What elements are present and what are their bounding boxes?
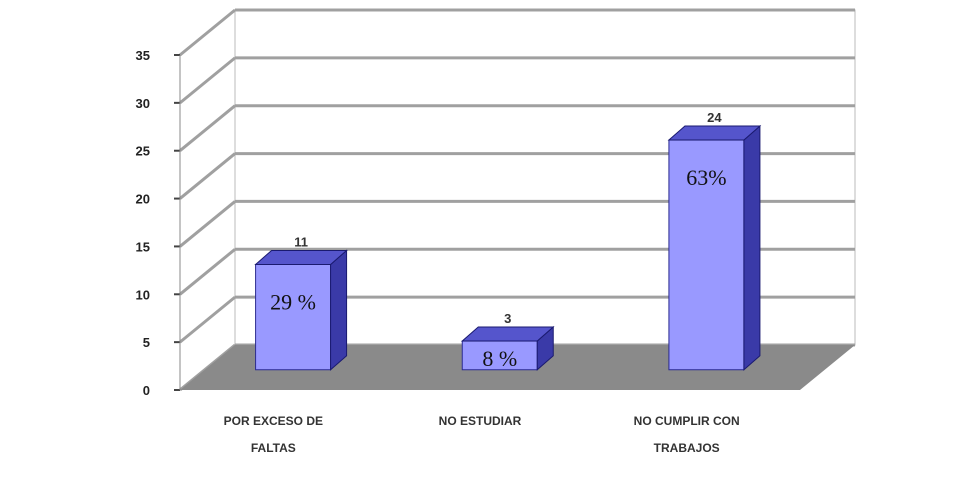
bars-group: [254, 124, 762, 371]
x-category-label-line2: FALTAS: [251, 441, 296, 455]
gridline-diagonal: [179, 104, 236, 152]
x-category-label: NO CUMPLIR CON: [634, 414, 740, 428]
bar-percent-label: 8 %: [482, 346, 517, 371]
gridline-diagonal: [179, 152, 236, 200]
bar: [254, 249, 348, 371]
gridline-diagonal: [179, 56, 236, 105]
y-tick-label: 30: [136, 96, 150, 111]
gridline-diagonal: [179, 295, 236, 344]
bar-top: [460, 326, 555, 342]
bar-side: [330, 249, 348, 371]
bar-percent-label: 63%: [686, 165, 726, 190]
labels-group: 11 29 % POR EXCESO DE FALTAS 3 8 % NO ESTUDIAR…: [224, 110, 740, 455]
bar-value-label: 11: [294, 234, 308, 249]
x-category-label-line2: TRABAJOS: [654, 441, 720, 455]
bar-value-label: 24: [707, 110, 722, 125]
bar-top: [667, 125, 762, 141]
y-tick-label: 15: [136, 239, 150, 254]
y-axis-ticks: 0 5 10 15 20 25 30 35: [136, 48, 181, 398]
y-tick-label: 20: [136, 192, 150, 207]
bar-value-label: 3: [504, 311, 511, 326]
y-tick-label: 0: [143, 383, 150, 398]
bar-front: [255, 263, 332, 371]
bar-front: [668, 139, 745, 371]
bar-front: [461, 340, 538, 371]
y-tick-label: 10: [136, 287, 150, 302]
bar-top: [254, 249, 348, 265]
x-category-label: NO ESTUDIAR: [439, 414, 522, 428]
y-tick-label: 35: [136, 48, 150, 63]
y-tick-label: 25: [136, 144, 150, 159]
gridline-diagonal: [179, 200, 236, 248]
gridline-diagonal: [179, 248, 236, 296]
side-wall: [179, 8, 236, 392]
y-tick-label: 5: [143, 335, 150, 350]
bar-side: [743, 124, 761, 371]
gridline-diagonal: [179, 8, 236, 57]
x-category-label: POR EXCESO DE: [224, 414, 323, 428]
bar: [460, 325, 555, 371]
bar-percent-label: 29 %: [270, 289, 316, 314]
bar: [667, 124, 762, 371]
